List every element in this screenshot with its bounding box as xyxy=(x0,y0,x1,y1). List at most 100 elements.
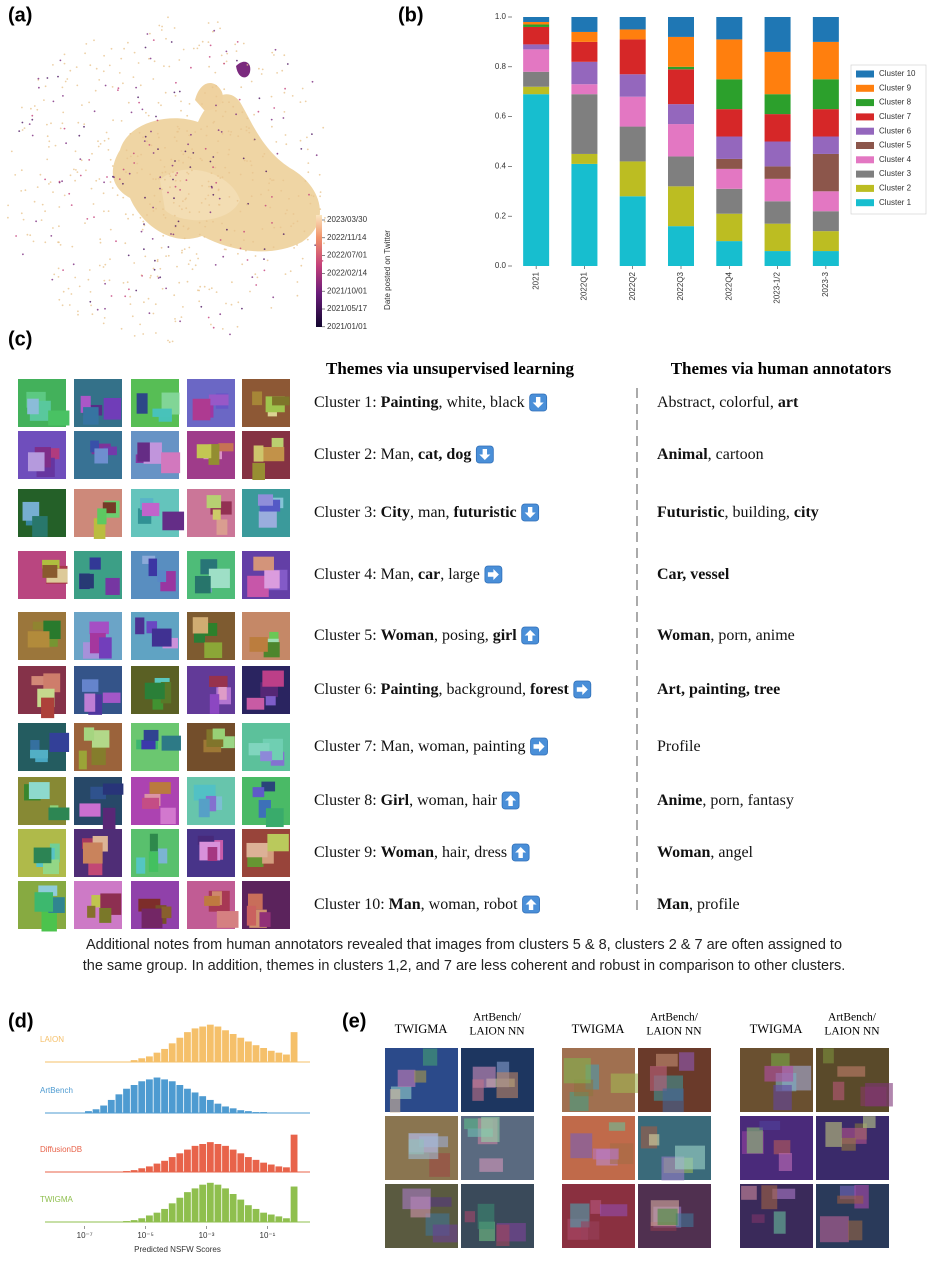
histogram-bar xyxy=(260,1213,267,1222)
legend-swatch xyxy=(856,142,874,149)
scatter-dot xyxy=(128,288,130,290)
scatter-dot xyxy=(213,327,215,329)
histogram-bar xyxy=(100,1106,107,1113)
scatter-dot xyxy=(167,16,169,18)
example-image-detail xyxy=(390,1089,400,1113)
scatter-dot xyxy=(293,223,295,225)
x-axis-label: Predicted NSFW Scores xyxy=(134,1245,221,1254)
thumbnail-detail xyxy=(197,444,212,458)
panel-label: (a) xyxy=(8,4,32,26)
scatter-dot xyxy=(158,137,160,139)
scatter-dot xyxy=(130,133,132,135)
histogram-bar xyxy=(207,1025,214,1062)
scatter-dot xyxy=(110,159,112,161)
scatter-dot xyxy=(184,248,186,250)
scatter-dot xyxy=(103,266,105,268)
scatter-dot xyxy=(159,276,161,278)
scatter-dot xyxy=(99,178,101,180)
bar-segment xyxy=(620,39,646,74)
scatter-dot xyxy=(145,47,147,49)
scatter-dot xyxy=(165,38,167,40)
scatter-dot xyxy=(280,227,282,229)
scatter-dot xyxy=(167,192,169,194)
thumbnail-detail xyxy=(162,907,172,919)
scatter-dot xyxy=(36,109,38,111)
histogram-bar xyxy=(169,1203,176,1222)
scatter-dot xyxy=(298,195,300,197)
legend-swatch xyxy=(856,185,874,192)
histogram-bar xyxy=(268,1215,275,1222)
scatter-dot xyxy=(247,259,249,261)
scatter-dot xyxy=(90,305,92,307)
scatter-dot xyxy=(283,233,285,235)
histogram-bar xyxy=(222,1146,229,1172)
scatter-dot xyxy=(99,238,101,240)
scatter-dot xyxy=(246,160,248,162)
scatter-dot xyxy=(94,110,96,112)
example-image-detail xyxy=(820,1216,849,1242)
scatter-dot xyxy=(48,140,50,142)
theme-text: Anime, porn, fantasy xyxy=(657,792,794,809)
example-image-detail xyxy=(823,1048,834,1063)
scatter-dot xyxy=(178,282,180,284)
scatter-dot xyxy=(219,198,221,200)
scatter-dot xyxy=(75,169,77,171)
histogram-bar xyxy=(161,1161,168,1172)
scatter-dot xyxy=(112,86,114,88)
trend-icon xyxy=(531,738,548,755)
histogram-bar xyxy=(184,1150,191,1172)
colorbar xyxy=(316,215,322,327)
scatter-dot xyxy=(271,52,273,54)
scatter-dot xyxy=(260,194,262,196)
scatter-dot xyxy=(224,248,226,250)
scatter-dot xyxy=(181,252,183,254)
scatter-dot xyxy=(69,70,71,72)
thumbnail-detail xyxy=(150,834,158,852)
example-image-detail xyxy=(774,1211,786,1233)
scatter-dot xyxy=(128,255,130,257)
bar-segment xyxy=(716,169,742,189)
scatter-dot xyxy=(57,76,59,78)
scatter-dot xyxy=(228,149,230,151)
bar-segment xyxy=(620,161,646,196)
scatter-dot xyxy=(229,334,231,336)
histogram-bar xyxy=(154,1164,161,1172)
scatter-dot xyxy=(165,217,167,219)
histogram-bar xyxy=(207,1142,214,1172)
scatter-dot xyxy=(235,113,237,115)
bar-segment xyxy=(523,44,549,49)
scatter-dot xyxy=(90,291,92,293)
scatter-dot xyxy=(307,149,309,151)
thumbnail-detail xyxy=(210,694,219,714)
scatter-dot xyxy=(89,301,91,303)
scatter-dot xyxy=(137,96,139,98)
legend-label: Cluster 7 xyxy=(879,112,912,121)
theme-part: Futuristic xyxy=(657,504,725,521)
histogram-bar xyxy=(237,1038,244,1062)
thumbnail-detail xyxy=(105,578,119,595)
histogram-bar xyxy=(199,1027,206,1062)
scatter-dot xyxy=(204,226,206,228)
trend-icon xyxy=(574,681,591,698)
scatter-dot xyxy=(96,68,98,70)
scatter-dot xyxy=(217,175,219,177)
scatter-dot xyxy=(204,236,206,238)
example-image-detail xyxy=(581,1221,599,1239)
scatter-dot xyxy=(70,174,72,176)
scatter-dot xyxy=(219,28,221,30)
theme-part: Anime xyxy=(657,792,702,809)
thumbnail-detail xyxy=(83,407,99,424)
histogram-bar xyxy=(176,1153,183,1172)
scatter-dot xyxy=(229,196,231,198)
scatter-dot xyxy=(65,142,67,144)
theme-part: Cluster 4: Man, xyxy=(314,566,418,583)
scatter-dot xyxy=(215,110,217,112)
scatter-dot xyxy=(158,277,160,279)
scatter-dot xyxy=(145,136,147,138)
scatter-dot xyxy=(251,81,253,83)
scatter-dot xyxy=(209,56,211,58)
bar-segment xyxy=(813,231,839,251)
thumbnail-detail xyxy=(204,896,220,906)
scatter-dot xyxy=(308,194,310,196)
scatter-dot xyxy=(237,200,239,202)
